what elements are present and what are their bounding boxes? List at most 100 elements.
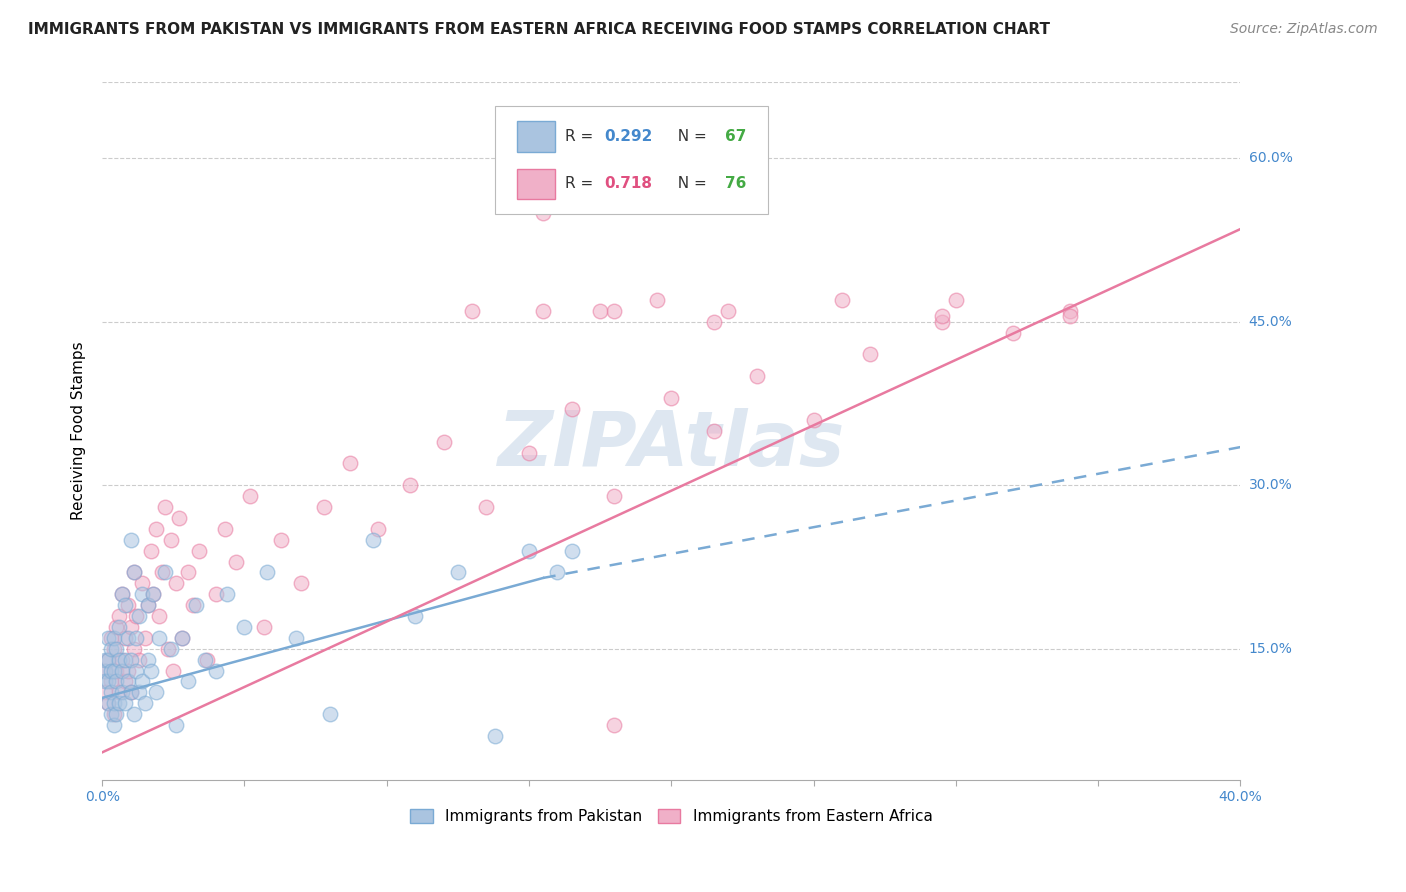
- Point: [703, 315, 725, 329]
- Point: [217, 587, 239, 601]
- Text: N =: N =: [668, 177, 711, 192]
- Point: [546, 566, 568, 580]
- Text: IMMIGRANTS FROM PAKISTAN VS IMMIGRANTS FROM EASTERN AFRICA RECEIVING FOOD STAMPS: IMMIGRANTS FROM PAKISTAN VS IMMIGRANTS F…: [28, 22, 1050, 37]
- Point: [433, 434, 456, 449]
- Point: [156, 641, 179, 656]
- Point: [484, 729, 506, 743]
- Point: [517, 445, 540, 459]
- Point: [105, 674, 128, 689]
- Point: [194, 653, 217, 667]
- Text: N =: N =: [668, 129, 711, 145]
- Point: [122, 641, 145, 656]
- Point: [103, 718, 125, 732]
- Point: [703, 424, 725, 438]
- Text: 76: 76: [724, 177, 747, 192]
- Point: [561, 543, 583, 558]
- Point: [148, 609, 170, 624]
- Point: [225, 555, 247, 569]
- Point: [319, 707, 342, 722]
- Point: [167, 511, 190, 525]
- Point: [253, 620, 276, 634]
- Point: [170, 631, 193, 645]
- Point: [176, 566, 198, 580]
- Point: [603, 718, 626, 732]
- Point: [114, 631, 136, 645]
- Point: [114, 653, 136, 667]
- Point: [931, 310, 953, 324]
- Point: [398, 478, 420, 492]
- Point: [188, 543, 211, 558]
- Text: R =: R =: [565, 177, 599, 192]
- Point: [100, 641, 122, 656]
- Point: [136, 653, 159, 667]
- Point: [142, 587, 165, 601]
- Point: [290, 576, 312, 591]
- Point: [120, 533, 142, 547]
- Point: [170, 631, 193, 645]
- Point: [108, 620, 131, 634]
- Point: [122, 566, 145, 580]
- Point: [97, 696, 120, 710]
- Point: [233, 620, 256, 634]
- Point: [136, 598, 159, 612]
- Point: [97, 653, 120, 667]
- Point: [531, 205, 554, 219]
- Point: [108, 696, 131, 710]
- Point: [108, 685, 131, 699]
- Point: [125, 631, 148, 645]
- Point: [97, 653, 120, 667]
- FancyBboxPatch shape: [495, 106, 768, 214]
- Point: [103, 631, 125, 645]
- Point: [111, 664, 134, 678]
- Text: R =: R =: [565, 129, 599, 145]
- Point: [745, 369, 768, 384]
- Point: [803, 413, 825, 427]
- Point: [1001, 326, 1024, 340]
- Point: [159, 641, 181, 656]
- Point: [239, 489, 262, 503]
- Point: [114, 598, 136, 612]
- Point: [105, 641, 128, 656]
- Point: [361, 533, 384, 547]
- Point: [859, 347, 882, 361]
- Point: [103, 707, 125, 722]
- Point: [1059, 310, 1081, 324]
- Text: 15.0%: 15.0%: [1249, 641, 1292, 656]
- Point: [603, 489, 626, 503]
- Text: 60.0%: 60.0%: [1249, 152, 1292, 165]
- Point: [103, 696, 125, 710]
- Point: [142, 587, 165, 601]
- Point: [150, 566, 173, 580]
- Point: [139, 543, 162, 558]
- Point: [128, 685, 150, 699]
- Point: [122, 707, 145, 722]
- Point: [645, 184, 668, 198]
- Point: [128, 609, 150, 624]
- Point: [831, 293, 853, 307]
- Text: 45.0%: 45.0%: [1249, 315, 1292, 329]
- Point: [447, 566, 470, 580]
- Point: [461, 303, 484, 318]
- Point: [165, 718, 187, 732]
- Point: [717, 303, 740, 318]
- Point: [125, 664, 148, 678]
- Point: [931, 315, 953, 329]
- FancyBboxPatch shape: [516, 169, 555, 199]
- Point: [165, 576, 187, 591]
- Point: [100, 685, 122, 699]
- Point: [145, 685, 167, 699]
- Point: [148, 631, 170, 645]
- Point: [105, 707, 128, 722]
- Point: [100, 664, 122, 678]
- Point: [117, 664, 139, 678]
- Point: [162, 664, 184, 678]
- Point: [214, 522, 236, 536]
- Point: [111, 587, 134, 601]
- Point: [153, 566, 176, 580]
- Point: [97, 631, 120, 645]
- Point: [404, 609, 426, 624]
- Point: [94, 664, 117, 678]
- Point: [117, 674, 139, 689]
- Point: [131, 576, 153, 591]
- Point: [108, 653, 131, 667]
